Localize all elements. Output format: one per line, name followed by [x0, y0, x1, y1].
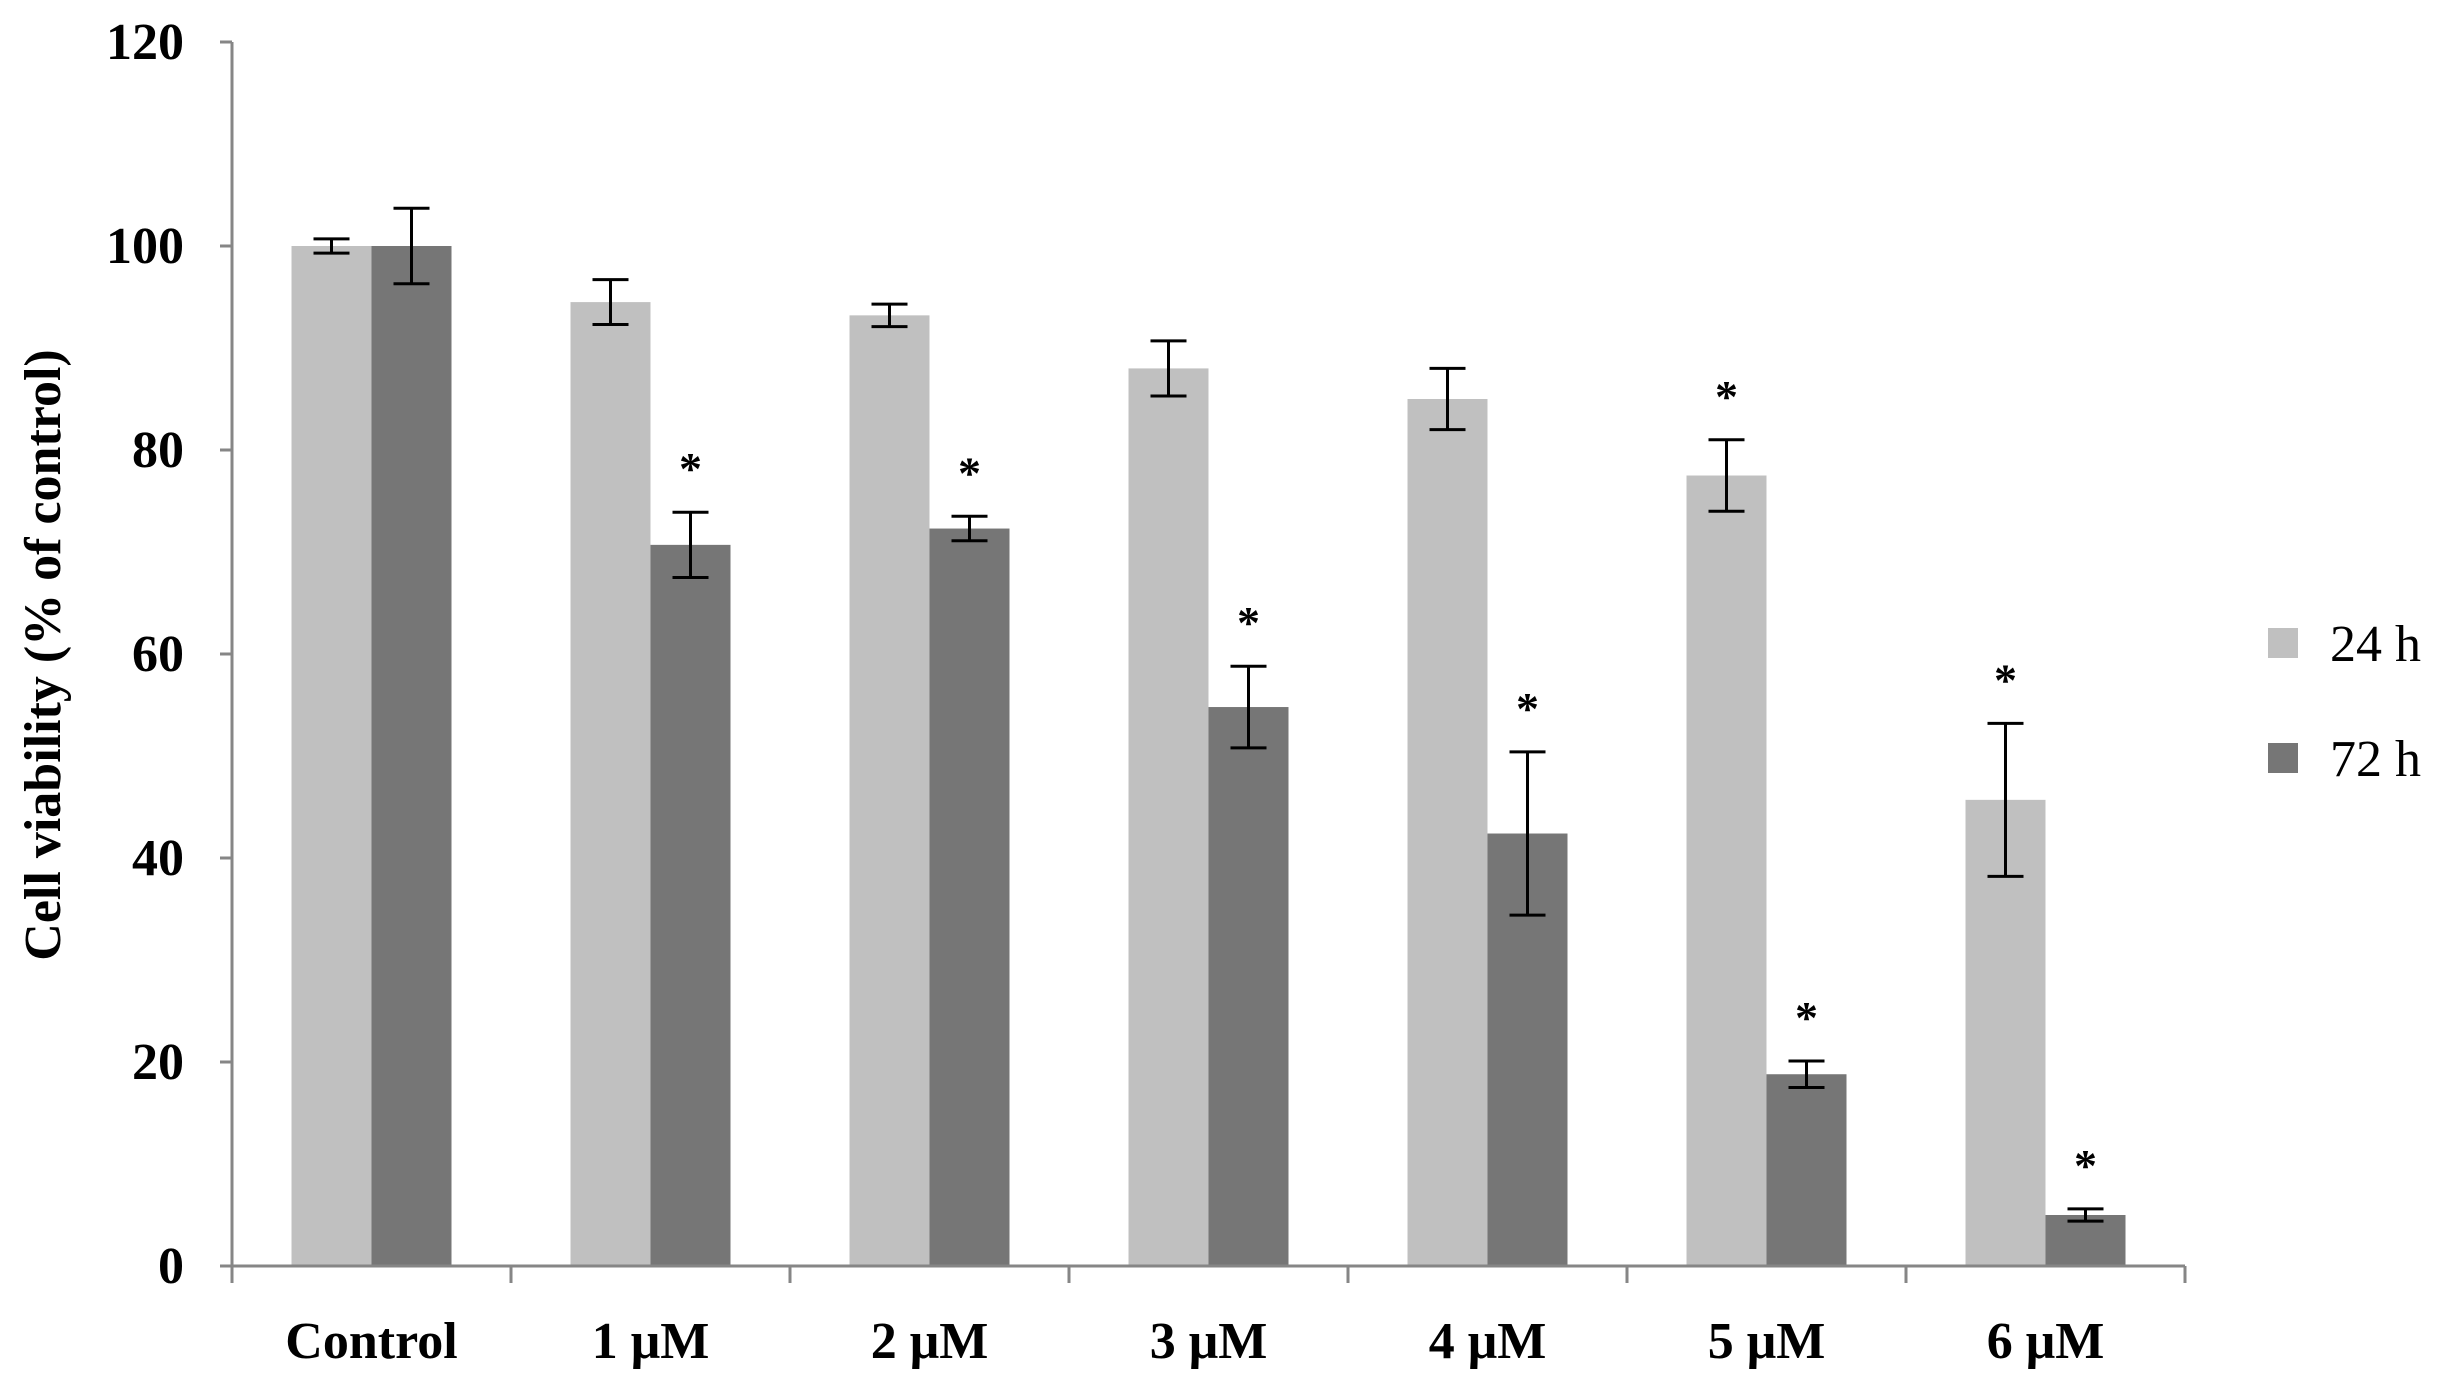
x-tick-label: Control — [285, 1313, 457, 1370]
x-ticks: Control 1 μM 2 μM 3 μM 4 μM 5 μM 6 μM — [230, 1266, 2187, 1370]
bar-24h — [849, 315, 930, 1266]
x-tick-label: 5 μM — [1708, 1313, 1826, 1370]
error-bar — [871, 302, 908, 329]
error-bar — [592, 278, 629, 327]
significance-marker: * — [958, 447, 981, 498]
error-bars-layer — [313, 206, 2104, 1223]
y-tick-label: 20 — [132, 1034, 184, 1091]
legend: 24 h 72 h — [2268, 616, 2421, 788]
y-tick-label: 120 — [106, 14, 184, 71]
error-bar — [1429, 366, 1466, 432]
bar-72h — [1208, 707, 1289, 1266]
bars-layer — [291, 246, 2126, 1267]
significance-layer: * * * * * * * * — [679, 371, 2097, 1191]
error-bar — [393, 206, 430, 286]
bar-72h — [1766, 1074, 1847, 1266]
y-tick-label: 60 — [132, 626, 184, 683]
significance-marker: * — [1994, 654, 2017, 705]
y-axis-title: Cell viability (% of control) — [15, 349, 72, 960]
bar-72h — [650, 544, 731, 1266]
error-bar — [1788, 1059, 1825, 1089]
significance-marker: * — [1237, 597, 1260, 648]
x-tick-label: 6 μM — [1987, 1313, 2105, 1370]
y-tick-label: 80 — [132, 422, 184, 479]
legend-label-24h: 24 h — [2330, 616, 2421, 673]
significance-marker: * — [1795, 992, 1818, 1043]
bar-24h — [1128, 368, 1209, 1266]
error-bar — [313, 237, 350, 255]
y-tick-label: 0 — [158, 1238, 184, 1295]
bar-72h — [929, 528, 1010, 1266]
legend-label-72h: 72 h — [2330, 731, 2421, 788]
error-bar — [951, 514, 988, 543]
error-bar — [1230, 664, 1267, 750]
error-bar — [2067, 1207, 2104, 1223]
legend-swatch-72h — [2268, 743, 2298, 773]
y-ticks: 0 20 40 60 80 100 120 — [106, 14, 232, 1295]
x-tick-label: 1 μM — [592, 1313, 710, 1370]
error-bar — [672, 510, 709, 579]
x-tick-label: 3 μM — [1150, 1313, 1268, 1370]
error-bar — [1987, 721, 2024, 878]
bar-72h — [2045, 1215, 2126, 1266]
y-tick-label: 40 — [132, 830, 184, 887]
x-tick-label: 4 μM — [1429, 1313, 1547, 1370]
bar-24h — [291, 246, 372, 1266]
error-bar — [1150, 339, 1187, 398]
bar-24h — [570, 302, 651, 1267]
significance-marker: * — [679, 443, 702, 494]
bar-24h — [1407, 399, 1488, 1266]
significance-marker: * — [1516, 683, 1539, 734]
y-tick-label: 100 — [106, 218, 184, 275]
legend-swatch-24h — [2268, 628, 2298, 658]
x-tick-label: 2 μM — [871, 1313, 989, 1370]
error-bar — [1708, 438, 1745, 513]
significance-marker: * — [2074, 1140, 2097, 1191]
bar-24h — [1686, 475, 1767, 1266]
bar-72h — [371, 246, 452, 1266]
error-bar — [1509, 750, 1546, 917]
significance-marker: * — [1715, 371, 1738, 422]
